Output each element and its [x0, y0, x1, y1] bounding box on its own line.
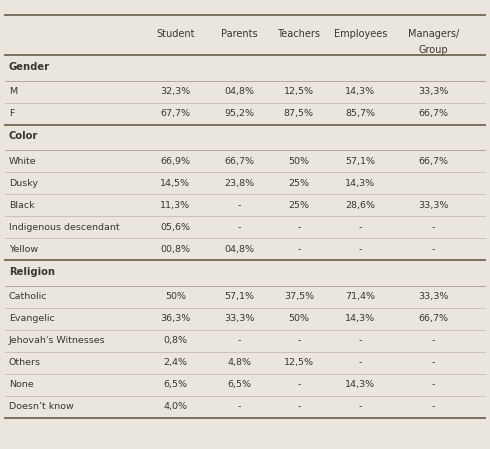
Text: -: - [297, 223, 300, 232]
Text: 14,3%: 14,3% [345, 314, 375, 323]
Text: -: - [359, 223, 362, 232]
Text: -: - [432, 358, 436, 367]
Text: 33,3%: 33,3% [224, 314, 254, 323]
Text: -: - [359, 336, 362, 345]
Text: -: - [432, 336, 436, 345]
Text: -: - [432, 245, 436, 254]
Text: 0,8%: 0,8% [163, 336, 187, 345]
Text: 36,3%: 36,3% [160, 314, 191, 323]
Text: 14,3%: 14,3% [345, 87, 375, 96]
Text: 85,7%: 85,7% [345, 109, 375, 118]
Text: 14,3%: 14,3% [345, 380, 375, 389]
Text: -: - [432, 402, 436, 411]
Text: Dusky: Dusky [9, 179, 38, 188]
Text: 66,7%: 66,7% [419, 157, 449, 166]
Text: 23,8%: 23,8% [224, 179, 254, 188]
Text: 14,5%: 14,5% [160, 179, 191, 188]
Text: 33,3%: 33,3% [418, 87, 449, 96]
Text: -: - [297, 380, 300, 389]
Text: 57,1%: 57,1% [224, 292, 254, 301]
Text: 32,3%: 32,3% [160, 87, 191, 96]
Text: 4,8%: 4,8% [227, 358, 251, 367]
Text: 25%: 25% [288, 179, 309, 188]
Text: Student: Student [156, 29, 195, 39]
Text: 12,5%: 12,5% [284, 358, 314, 367]
Text: Parents: Parents [221, 29, 258, 39]
Text: -: - [238, 336, 241, 345]
Text: 66,9%: 66,9% [160, 157, 191, 166]
Text: -: - [359, 402, 362, 411]
Text: Yellow: Yellow [9, 245, 38, 254]
Text: 50%: 50% [288, 314, 309, 323]
Text: Jehovah's Witnesses: Jehovah's Witnesses [9, 336, 105, 345]
Text: 14,3%: 14,3% [345, 179, 375, 188]
Text: -: - [297, 402, 300, 411]
Text: Black: Black [9, 201, 34, 210]
Text: 11,3%: 11,3% [160, 201, 191, 210]
Text: 2,4%: 2,4% [163, 358, 187, 367]
Text: Catholic: Catholic [9, 292, 47, 301]
Text: Others: Others [9, 358, 41, 367]
Text: 57,1%: 57,1% [345, 157, 375, 166]
Text: -: - [297, 336, 300, 345]
Text: 95,2%: 95,2% [224, 109, 254, 118]
Text: Group: Group [419, 44, 448, 54]
Text: -: - [432, 380, 436, 389]
Text: 25%: 25% [288, 201, 309, 210]
Text: 66,7%: 66,7% [419, 109, 449, 118]
Text: 04,8%: 04,8% [224, 87, 254, 96]
Text: 66,7%: 66,7% [224, 157, 254, 166]
Text: -: - [238, 223, 241, 232]
Text: Managers/: Managers/ [408, 29, 459, 39]
Text: -: - [359, 358, 362, 367]
Text: Doesn’t know: Doesn’t know [9, 402, 74, 411]
Text: 67,7%: 67,7% [160, 109, 191, 118]
Text: -: - [238, 402, 241, 411]
Text: Indigenous descendant: Indigenous descendant [9, 223, 120, 232]
Text: 28,6%: 28,6% [345, 201, 375, 210]
Text: -: - [359, 245, 362, 254]
Text: 37,5%: 37,5% [284, 292, 314, 301]
Text: Color: Color [9, 131, 38, 141]
Text: 04,8%: 04,8% [224, 245, 254, 254]
Text: 12,5%: 12,5% [284, 87, 314, 96]
Text: -: - [238, 201, 241, 210]
Text: -: - [432, 223, 436, 232]
Text: 33,3%: 33,3% [418, 292, 449, 301]
Text: Teachers: Teachers [277, 29, 320, 39]
Text: 6,5%: 6,5% [227, 380, 251, 389]
Text: 66,7%: 66,7% [419, 314, 449, 323]
Text: 50%: 50% [165, 292, 186, 301]
Text: Gender: Gender [9, 62, 50, 72]
Text: -: - [297, 245, 300, 254]
Text: None: None [9, 380, 33, 389]
Text: Evangelic: Evangelic [9, 314, 54, 323]
Text: F: F [9, 109, 14, 118]
Text: 00,8%: 00,8% [160, 245, 191, 254]
Text: M: M [9, 87, 17, 96]
Text: 33,3%: 33,3% [418, 201, 449, 210]
Text: 50%: 50% [288, 157, 309, 166]
Text: Employees: Employees [334, 29, 387, 39]
Text: 05,6%: 05,6% [160, 223, 191, 232]
Text: 71,4%: 71,4% [345, 292, 375, 301]
Text: 6,5%: 6,5% [163, 380, 187, 389]
Text: 87,5%: 87,5% [284, 109, 314, 118]
Text: 4,0%: 4,0% [163, 402, 187, 411]
Text: White: White [9, 157, 36, 166]
Text: Religion: Religion [9, 267, 55, 277]
